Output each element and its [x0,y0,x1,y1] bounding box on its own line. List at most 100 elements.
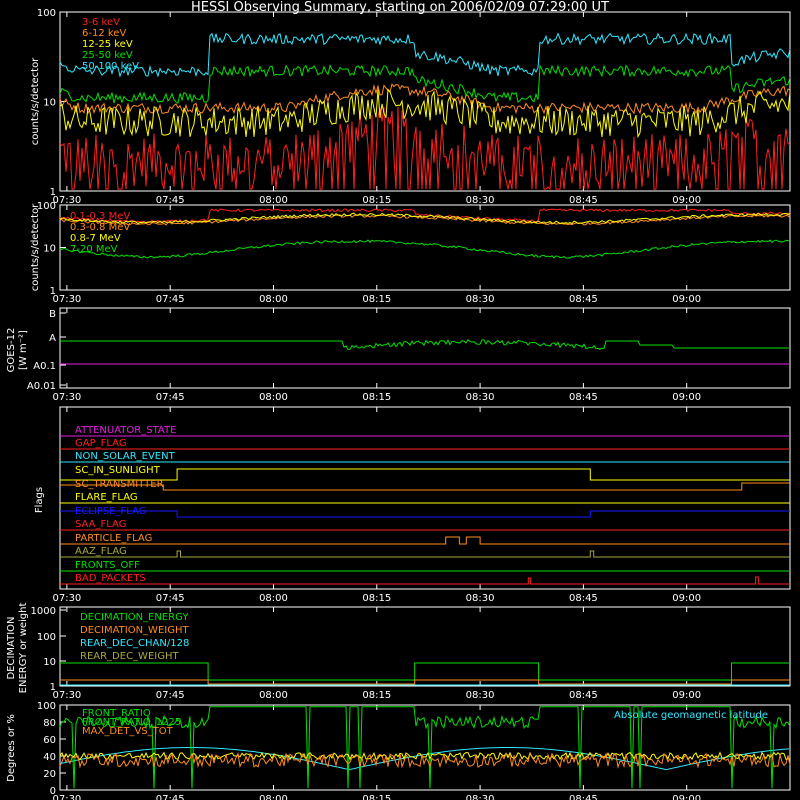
legend-entry: MAX_DET_VS_TOT [82,726,174,737]
y-tick-label: 1 [50,286,56,297]
y-tick-label: 80 [43,718,56,729]
decimation-energy-line [60,662,790,681]
legend-entry: Absolute geomagnetic latitude [614,710,768,721]
x-tick-label: 08:00 [259,690,288,701]
y-tick-label: 20 [43,769,56,780]
secondary-ratio-line [59,751,791,761]
x-tick-label: 08:45 [569,794,598,800]
y-tick-label: 10 [43,244,56,255]
flag-label: AAZ_FLAG [75,546,127,557]
x-tick-label: 08:45 [569,593,598,604]
flag-label: GAP_FLAG [75,438,127,449]
x-tick-label: 08:00 [259,392,288,403]
x-tick-label: 08:45 [569,392,598,403]
flag-line-7 [60,510,790,518]
flag-label: PARTICLE_FLAG [75,533,152,544]
legend-entry: 0.8-7 MeV [70,233,121,244]
x-tick-label: 07:45 [156,690,185,701]
legend-entry: 3-6 keV [82,17,120,28]
x-tick-label: 08:30 [466,294,495,305]
x-tick-label: 09:00 [672,593,701,604]
x-tick-label: 08:15 [362,593,391,604]
x-tick-label: 07:30 [52,690,81,701]
x-tick-label: 08:30 [466,593,495,604]
legend-entry: DECIMATION_ENERGY [80,612,189,623]
flag-label: FRONTS_OFF [75,560,140,571]
y-tick-label: B [49,309,56,320]
x-tick-label: 07:45 [156,593,185,604]
y-tick-label: 1 [50,187,56,198]
x-tick-label: 07:30 [52,593,81,604]
flag-label: ECLIPSE_FLAG [75,506,146,517]
panel-frame-5 [59,606,791,687]
x-tick-label: 07:45 [156,294,185,305]
y-tick-label: 10 [43,98,56,109]
flag-label: SC_IN_SUNLIGHT [75,465,161,476]
x-tick-label: 09:00 [672,392,701,403]
series-line-1 [59,208,791,224]
y-tick-label: 10 [43,657,56,668]
y-axis-label: counts/s/detector [30,57,41,145]
y-axis-label-2: ENERGY or weight [18,603,29,694]
y-tick-label: 0 [50,786,56,797]
x-tick-label: 07:45 [156,195,185,206]
legend-entry: 7-20 MeV [70,244,118,255]
legend-entry: 0.1-0.3 MeV [70,211,130,222]
x-tick-label: 08:00 [259,195,288,206]
x-tick-label: 08:30 [466,794,495,800]
y-axis-label: GOES-12 [6,328,17,373]
x-tick-label: 09:00 [672,690,701,701]
y-tick-label: 100 [37,201,56,212]
flag-line-10 [60,550,790,558]
y-tick-label: 100 [37,632,56,643]
series-line-2 [59,83,791,115]
y-tick-label: A0.01 [27,381,56,392]
legend-entry: FRONT_RATIO_1225 [82,717,181,728]
front-ratio-line [59,706,791,789]
flag-label: SAA_FLAG [75,519,126,530]
x-tick-label: 07:45 [156,392,185,403]
y-axis-label: counts/s/detector [30,203,41,291]
chart-title: HESSI Observing Summary, starting on 200… [191,0,609,15]
series-line-4 [59,239,791,259]
x-tick-label: 09:00 [672,195,701,206]
x-tick-label: 07:30 [52,794,81,800]
y-axis-label: DECIMATION [6,616,17,679]
y-tick-label: 1000 [31,606,56,617]
flag-label: BAD_PACKETS [75,573,146,584]
legend-entry: 6-12 keV [82,28,126,39]
geomagnetic-latitude-line [59,747,790,771]
x-tick-label: 07:30 [52,195,81,206]
x-tick-label: 08:30 [466,392,495,403]
legend-entry: 50-100 keV [82,61,139,72]
x-tick-label: 08:15 [362,794,391,800]
x-tick-label: 08:00 [259,794,288,800]
y-tick-label: A0.1 [33,361,56,372]
x-tick-label: 08:15 [362,690,391,701]
x-tick-label: 09:00 [672,794,701,800]
panel-frame-6 [59,704,791,791]
x-tick-label: 07:45 [156,794,185,800]
x-tick-label: 08:15 [362,195,391,206]
x-tick-label: 08:30 [466,690,495,701]
flag-line-12 [60,576,790,585]
y-axis-label-units: [W m⁻²] [18,330,29,370]
flag-line-4 [60,468,790,481]
series-line-1 [59,106,791,191]
x-tick-label: 08:00 [259,593,288,604]
flag-label: NON_SOLAR_EVENT [75,451,176,462]
legend-entry: REAR_DEC_WEIGHT [80,651,179,662]
x-tick-label: 08:00 [259,294,288,305]
x-tick-label: 08:45 [569,294,598,305]
panel-frame-4 [59,406,791,590]
y-tick-label: A [49,333,56,344]
series-line-3 [59,212,791,225]
x-tick-label: 08:30 [466,195,495,206]
goes-flux-line [60,338,790,351]
x-tick-label: 08:45 [569,690,598,701]
x-tick-label: 08:15 [362,294,391,305]
legend-entry: 25-50 keV [82,50,133,61]
y-axis-label: Degrees or % [6,714,17,782]
x-tick-label: 08:15 [362,392,391,403]
